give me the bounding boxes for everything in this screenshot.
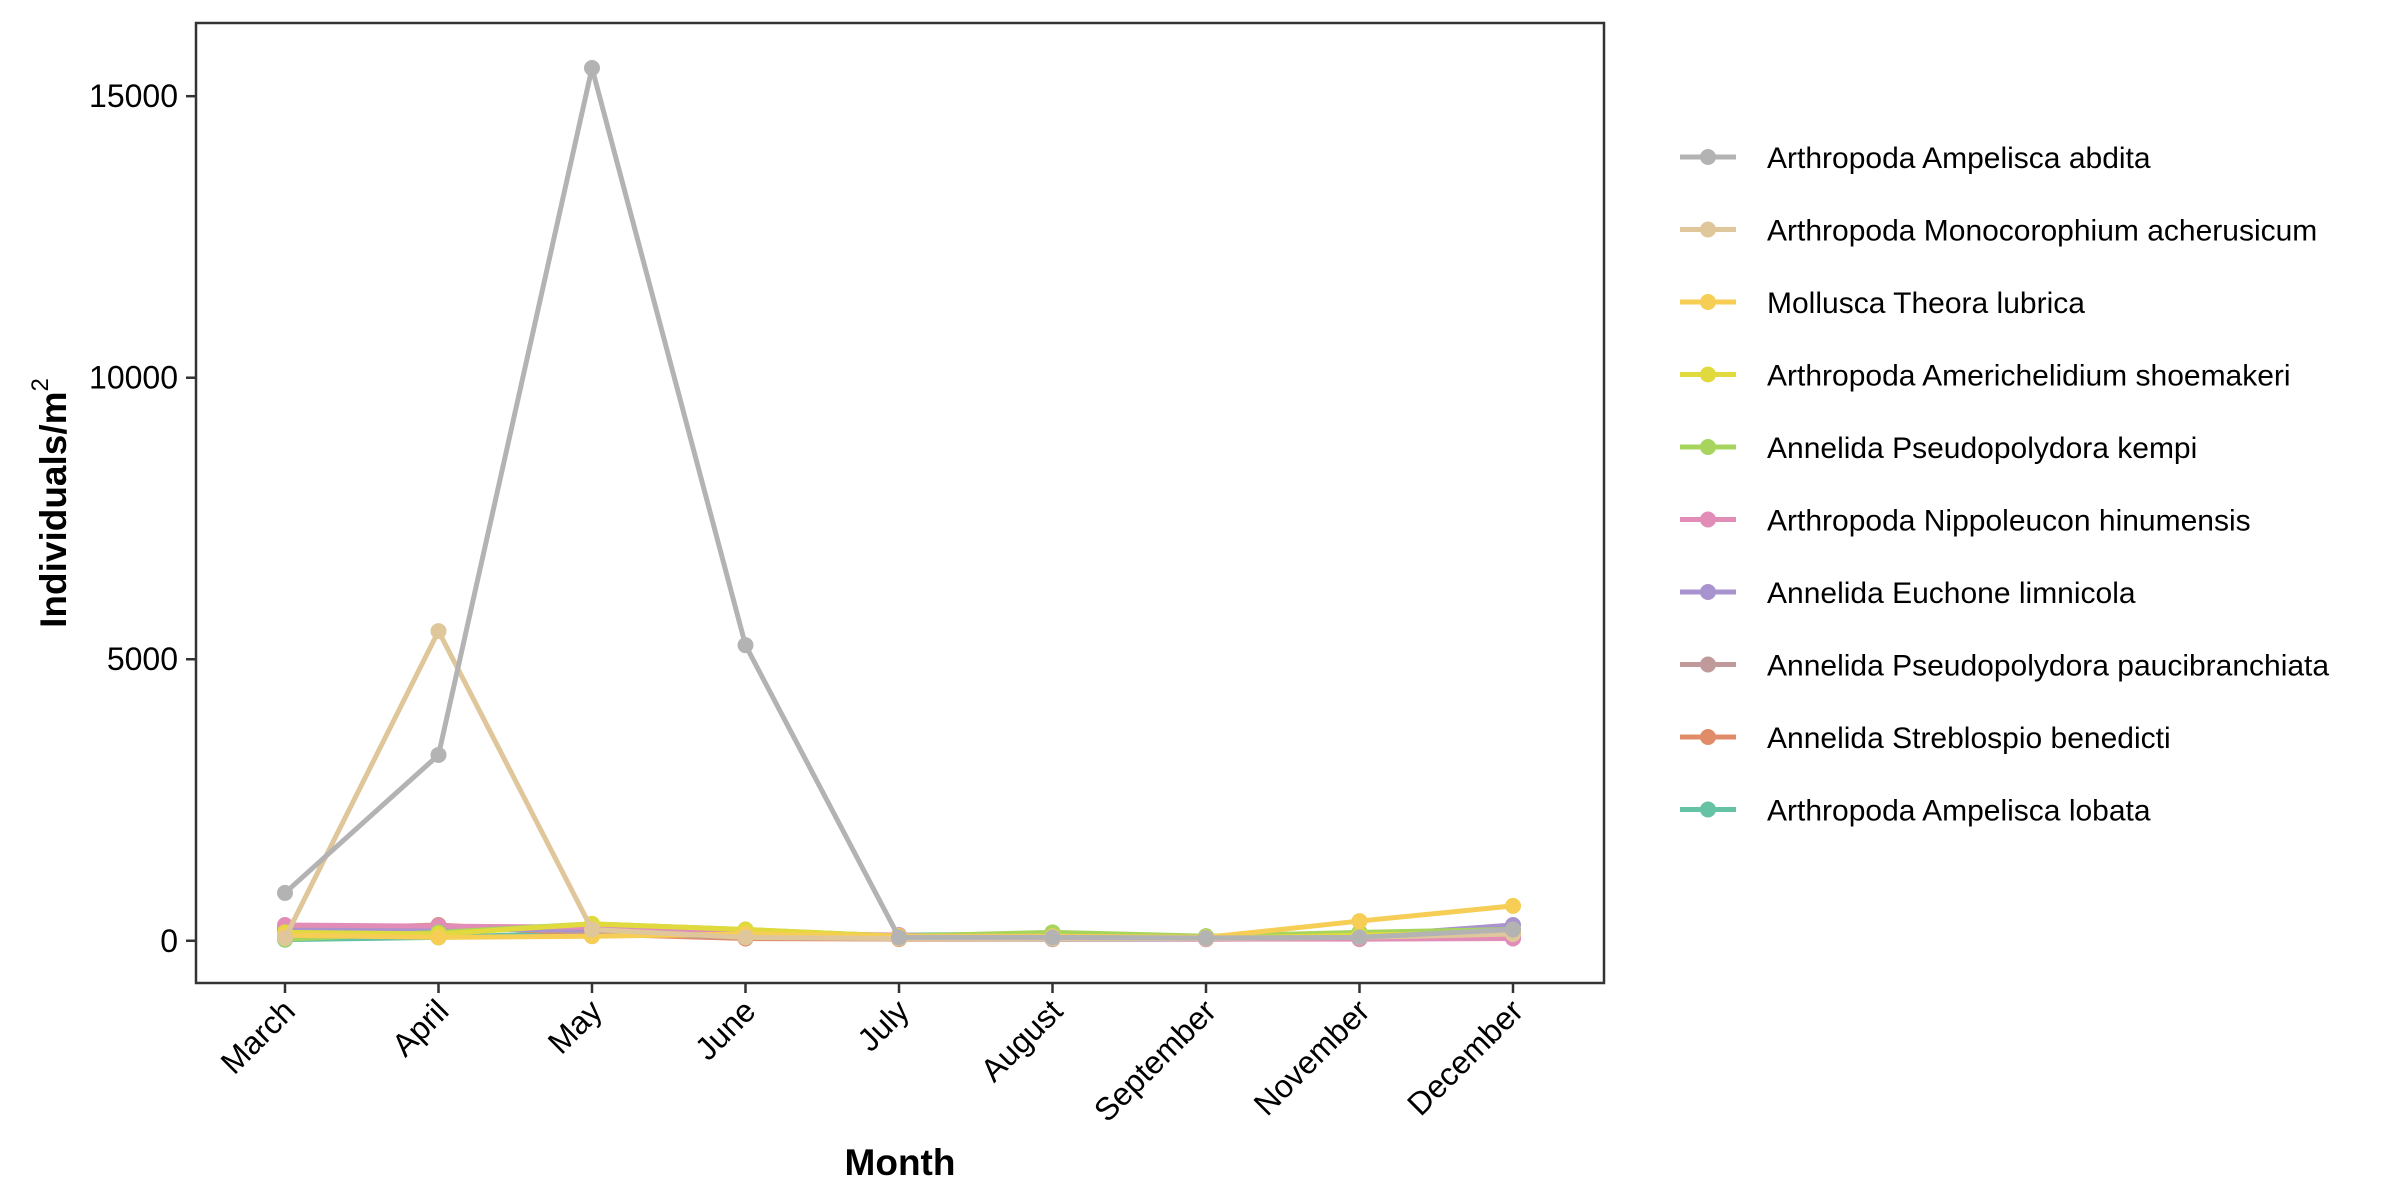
- legend-key-point: [1700, 366, 1716, 383]
- data-point: [737, 637, 754, 654]
- data-point: [430, 623, 447, 640]
- data-point: [430, 746, 447, 763]
- legend-key-point: [1700, 656, 1716, 673]
- legend-key-point: [1700, 439, 1716, 455]
- legend-label: Annelida Pseudopolydora paucibranchiata: [1767, 650, 2329, 683]
- legend-item: Annelida Euchone limnicola: [1680, 577, 2136, 610]
- data-point: [584, 60, 600, 77]
- legend-label: Arthropoda Ampelisca abdita: [1767, 142, 2151, 175]
- legend-item: Annelida Pseudopolydora paucibranchiata: [1680, 650, 2329, 683]
- legend-item: Annelida Streblospio benedicti: [1680, 722, 2171, 755]
- y-tick-label: 0: [160, 923, 178, 959]
- x-tick-label: September: [1087, 992, 1223, 1128]
- y-axis: 0 5000 10000 15000: [89, 78, 196, 959]
- data-point: [584, 921, 600, 938]
- legend-label: Mollusca Theora lubrica: [1767, 287, 2085, 320]
- y-axis-title-superscript: 2: [27, 378, 54, 391]
- x-tick-label: June: [688, 992, 763, 1067]
- legend-key-point: [1700, 221, 1716, 238]
- data-point: [1505, 921, 1521, 938]
- x-tick-label: March: [214, 992, 302, 1080]
- legend-key-point: [1700, 584, 1716, 600]
- y-axis-title-group: Individuals/m2: [27, 378, 74, 628]
- data-point: [891, 929, 907, 946]
- legend-item: Arthropoda Monocorophium acherusicum: [1680, 215, 2317, 248]
- x-tick-label: July: [850, 992, 916, 1058]
- legend-label: Arthropoda Americhelidium shoemakeri: [1767, 360, 2291, 393]
- data-point: [1351, 913, 1368, 930]
- y-tick-label: 15000: [89, 78, 178, 114]
- legend: Arthropoda Ampelisca abdita Arthropoda Mo…: [1680, 142, 2329, 828]
- legend-label: Annelida Streblospio benedicti: [1767, 722, 2171, 755]
- legend-label: Arthropoda Nippoleucon hinumensis: [1767, 505, 2251, 538]
- legend-key-point: [1700, 801, 1716, 818]
- legend-item: Arthropoda Nippoleucon hinumensis: [1680, 505, 2251, 538]
- legend-key-point: [1700, 511, 1716, 528]
- legend-label: Arthropoda Ampelisca lobata: [1767, 795, 2151, 828]
- data-point: [1198, 929, 1214, 946]
- legend-label: Arthropoda Monocorophium acherusicum: [1767, 215, 2317, 248]
- y-axis-title: Individuals/m2: [27, 378, 74, 628]
- x-tick-label: May: [541, 992, 609, 1060]
- x-axis: March April May June July August September Nove…: [214, 983, 1530, 1129]
- legend-item: Mollusca Theora lubrica: [1680, 287, 2085, 320]
- data-point: [277, 884, 293, 901]
- series-0: [277, 60, 1521, 946]
- legend-item: Arthropoda Americhelidium shoemakeri: [1680, 360, 2291, 393]
- legend-key-point: [1700, 294, 1716, 310]
- data-point: [737, 929, 754, 946]
- x-tick-label: December: [1400, 992, 1530, 1122]
- legend-item: Arthropoda Ampelisca lobata: [1680, 795, 2151, 828]
- data-point: [277, 929, 293, 946]
- x-axis-title: Month: [845, 1142, 956, 1183]
- x-tick-label: November: [1247, 992, 1377, 1122]
- legend-label: Annelida Pseudopolydora kempi: [1767, 432, 2197, 465]
- x-tick-label: August: [974, 992, 1070, 1088]
- legend-label: Annelida Euchone limnicola: [1767, 577, 2136, 610]
- legend-key-point: [1700, 149, 1716, 165]
- data-point: [1505, 897, 1521, 914]
- plot-panel: [194, 21, 1606, 985]
- legend-item: Annelida Pseudopolydora kempi: [1680, 432, 2197, 465]
- x-tick-label: April: [385, 992, 456, 1063]
- y-tick-label: 10000: [89, 360, 178, 396]
- legend-item: Arthropoda Ampelisca abdita: [1680, 142, 2151, 175]
- data-point: [1044, 929, 1061, 946]
- data-point: [430, 929, 447, 946]
- series-layer: [277, 60, 1521, 948]
- y-tick-label: 5000: [107, 641, 178, 677]
- data-point: [1351, 929, 1368, 946]
- y-axis-title-main: Individuals/m: [33, 391, 74, 627]
- legend-key-point: [1700, 729, 1716, 745]
